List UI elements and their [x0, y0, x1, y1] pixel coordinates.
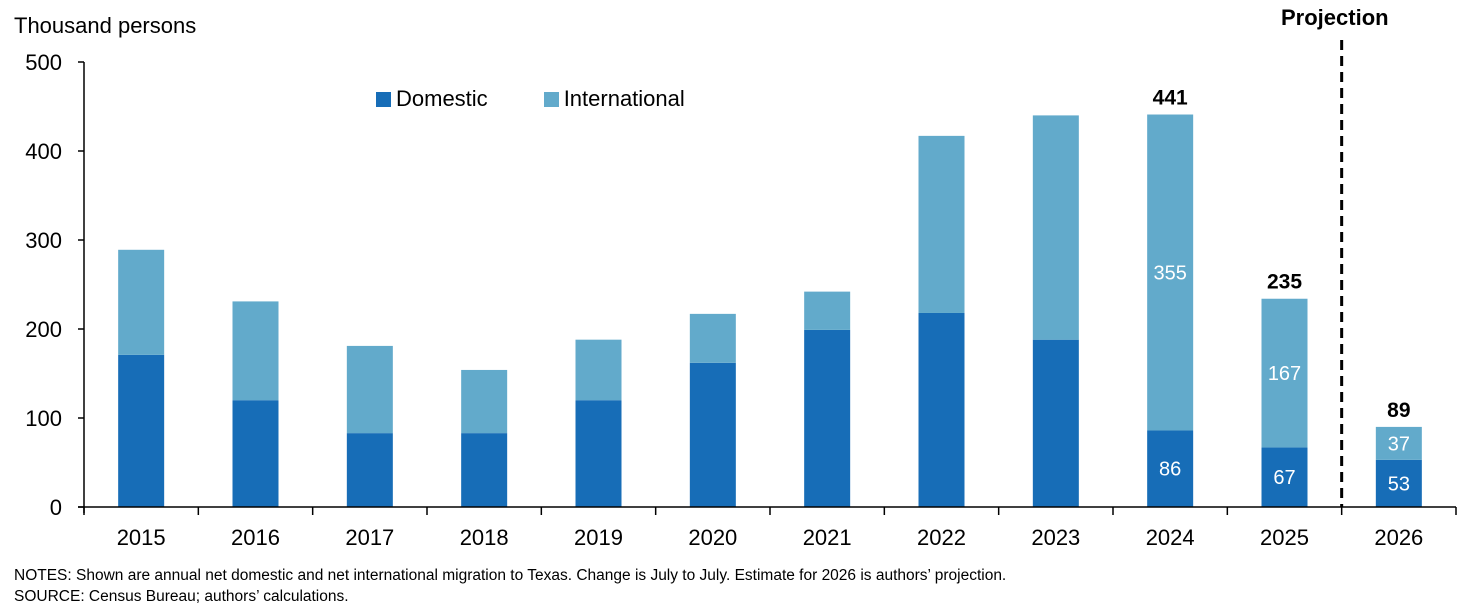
- y-axis-title: Thousand persons: [14, 13, 197, 38]
- bar-international-2016: [232, 301, 279, 401]
- x-tick-label-2024: 2024: [1146, 525, 1195, 550]
- x-tick-label-2018: 2018: [460, 525, 509, 550]
- bar-domestic-2024: [1147, 430, 1194, 507]
- bar-international-2024: [1147, 114, 1194, 431]
- source-line: SOURCE: Census Bureau; authors’ calculat…: [14, 588, 349, 605]
- bars-group: [118, 114, 1422, 507]
- x-tick-label-2016: 2016: [231, 525, 280, 550]
- bar-international-2026: [1375, 426, 1422, 460]
- bar-international-2019: [575, 339, 622, 401]
- y-tick-label-100: 100: [25, 406, 62, 431]
- y-tick-label-500: 500: [25, 50, 62, 75]
- bar-international-2023: [1032, 115, 1079, 340]
- bar-domestic-2017: [346, 433, 393, 507]
- bar-international-2020: [689, 313, 736, 363]
- bar-international-2015: [118, 249, 165, 355]
- legend-swatch-domestic: [376, 91, 391, 107]
- x-tick-label-2025: 2025: [1260, 525, 1309, 550]
- bar-domestic-2016: [232, 400, 279, 507]
- legend-item-international: International: [543, 86, 685, 112]
- x-tick-label-2021: 2021: [803, 525, 852, 550]
- axes-group: [78, 40, 1457, 515]
- projection-label: Projection: [1281, 5, 1389, 30]
- y-tick-label-200: 200: [25, 317, 62, 342]
- bar-domestic-2019: [575, 400, 622, 507]
- bar-international-2022: [918, 135, 965, 313]
- legend-label-international: International: [563, 86, 685, 111]
- legend-item-domestic: Domestic: [376, 86, 488, 112]
- bar-domestic-2023: [1032, 339, 1079, 507]
- segment-label-international-2026: 37: [1388, 433, 1410, 455]
- legend-label-domestic: Domestic: [396, 86, 488, 111]
- x-tick-label-2022: 2022: [917, 525, 966, 550]
- segment-label-domestic-2026: 53: [1388, 473, 1410, 495]
- bar-international-2025: [1261, 298, 1308, 448]
- x-tick-label-2020: 2020: [688, 525, 737, 550]
- segment-label-international-2024: 355: [1153, 262, 1186, 284]
- bar-international-2021: [804, 291, 851, 330]
- y-tick-label-0: 0: [50, 495, 62, 520]
- x-tick-label-2023: 2023: [1031, 525, 1080, 550]
- bar-domestic-2020: [689, 362, 736, 507]
- y-tick-label-300: 300: [25, 228, 62, 253]
- bar-domestic-2018: [461, 433, 508, 507]
- labels-group: 2015 2016 2017 2018 2019 2020 2021 2022 2023 86 35…: [25, 50, 1423, 550]
- notes-line: NOTES: Shown are annual net domestic and…: [14, 567, 1007, 584]
- bar-domestic-2022: [918, 312, 965, 507]
- total-label-2025: 235: [1267, 271, 1302, 294]
- bar-international-2018: [461, 369, 508, 434]
- segment-label-domestic-2024: 86: [1159, 459, 1181, 481]
- segment-label-domestic-2025: 67: [1273, 467, 1295, 489]
- y-tick-label-400: 400: [25, 139, 62, 164]
- legend-swatch-international: [543, 91, 559, 107]
- bar-international-2017: [346, 345, 393, 434]
- total-label-2026: 89: [1387, 399, 1410, 422]
- x-tick-label-2019: 2019: [574, 525, 623, 550]
- x-tick-label-2015: 2015: [117, 525, 166, 550]
- total-label-2024: 441: [1153, 87, 1188, 110]
- x-tick-label-2017: 2017: [345, 525, 394, 550]
- bar-domestic-2015: [118, 354, 165, 507]
- bar-domestic-2021: [804, 329, 851, 507]
- legend: Domestic International: [376, 86, 741, 112]
- bar-domestic-2026: [1375, 459, 1422, 507]
- chart-notes: NOTES: Shown are annual net domestic and…: [14, 565, 1006, 607]
- bar-domestic-2025: [1261, 447, 1308, 507]
- x-tick-label-2026: 2026: [1374, 525, 1423, 550]
- segment-label-international-2025: 167: [1268, 363, 1301, 385]
